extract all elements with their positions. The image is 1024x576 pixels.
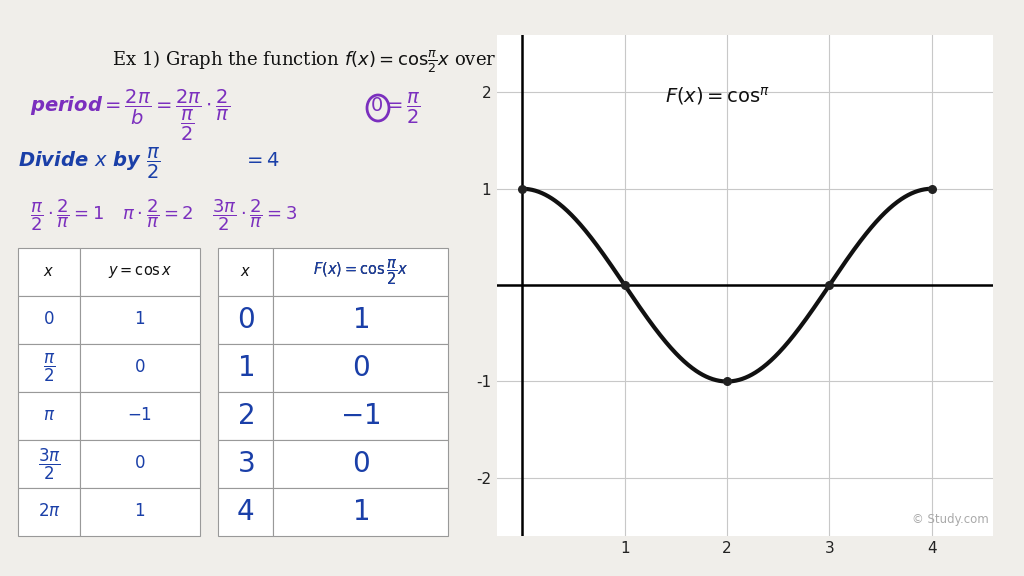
Text: $1$: $1$ — [352, 498, 369, 525]
Text: $0$: $0$ — [43, 312, 54, 328]
Text: $0$: $0$ — [134, 456, 145, 472]
FancyBboxPatch shape — [273, 296, 449, 344]
FancyBboxPatch shape — [80, 296, 200, 344]
Point — [719, 377, 735, 386]
Point — [924, 184, 940, 194]
Text: $2$: $2$ — [238, 403, 254, 430]
Text: $F(x) = \cos^\pi$: $F(x) = \cos^\pi$ — [666, 85, 771, 107]
Text: $3$: $3$ — [237, 450, 254, 478]
FancyBboxPatch shape — [273, 248, 449, 296]
FancyBboxPatch shape — [273, 344, 449, 392]
FancyBboxPatch shape — [218, 344, 273, 392]
Text: $F(x) = \cos\dfrac{\pi}{2}x$: $F(x) = \cos\dfrac{\pi}{2}x$ — [313, 257, 409, 287]
FancyBboxPatch shape — [218, 296, 273, 344]
Text: period$=\dfrac{2\pi}{b}=\dfrac{2\pi}{\dfrac{\pi}{2}}\cdot\dfrac{2}{\pi}$: period$=\dfrac{2\pi}{b}=\dfrac{2\pi}{\df… — [30, 88, 230, 143]
FancyBboxPatch shape — [273, 488, 449, 536]
Text: © Study.com: © Study.com — [911, 513, 988, 526]
Text: $0$: $0$ — [134, 359, 145, 377]
FancyBboxPatch shape — [18, 296, 80, 344]
FancyBboxPatch shape — [18, 440, 80, 488]
Text: $\pi$: $\pi$ — [43, 407, 55, 425]
FancyBboxPatch shape — [80, 248, 200, 296]
Text: $0$: $0$ — [237, 306, 254, 334]
Text: $2\pi$: $2\pi$ — [38, 503, 60, 521]
Text: Divide $x$ by $\dfrac{\pi}{2}$            $= 4$: Divide $x$ by $\dfrac{\pi}{2}$ $= 4$ — [18, 146, 280, 180]
Text: $0{=}\dfrac{\pi}{2}$: $0{=}\dfrac{\pi}{2}$ — [370, 90, 421, 126]
Text: $4$: $4$ — [237, 498, 255, 525]
FancyBboxPatch shape — [218, 488, 273, 536]
Text: $\dfrac{\pi}{2}\cdot\dfrac{2}{\pi}=1$   $\pi\cdot\dfrac{2}{\pi}=2$   $\dfrac{3\p: $\dfrac{\pi}{2}\cdot\dfrac{2}{\pi}=1$ $\… — [30, 197, 297, 233]
Text: $-1$: $-1$ — [127, 407, 153, 425]
Text: $1$: $1$ — [134, 503, 145, 521]
FancyBboxPatch shape — [18, 392, 80, 440]
FancyBboxPatch shape — [218, 440, 273, 488]
FancyBboxPatch shape — [273, 440, 449, 488]
FancyBboxPatch shape — [218, 392, 273, 440]
Text: $1$: $1$ — [237, 354, 254, 381]
Point — [514, 184, 530, 194]
FancyBboxPatch shape — [18, 248, 80, 296]
Text: $x$: $x$ — [43, 265, 54, 279]
Text: $\dfrac{\pi}{2}$: $\dfrac{\pi}{2}$ — [43, 352, 55, 384]
FancyBboxPatch shape — [80, 392, 200, 440]
Text: $\dfrac{3\pi}{2}$: $\dfrac{3\pi}{2}$ — [38, 446, 60, 482]
Text: $0$: $0$ — [351, 354, 370, 381]
Text: $-1$: $-1$ — [340, 403, 381, 430]
Point — [821, 281, 838, 290]
FancyBboxPatch shape — [18, 344, 80, 392]
Text: $F(x) = \cos\dfrac{\pi}{2}x$: $F(x) = \cos\dfrac{\pi}{2}x$ — [313, 257, 409, 287]
Text: $x$: $x$ — [240, 265, 251, 279]
Point — [616, 281, 633, 290]
Text: Ex 1) Graph the function $f(x) = \cos\!\frac{\pi}{2}x$ over the interval $0 \leq: Ex 1) Graph the function $f(x) = \cos\!\… — [112, 49, 690, 75]
FancyBboxPatch shape — [273, 392, 449, 440]
FancyBboxPatch shape — [80, 488, 200, 536]
Text: $1$: $1$ — [134, 312, 145, 328]
Text: $0$: $0$ — [351, 450, 370, 478]
Text: $1$: $1$ — [352, 306, 369, 334]
FancyBboxPatch shape — [80, 440, 200, 488]
FancyBboxPatch shape — [218, 248, 273, 296]
FancyBboxPatch shape — [18, 488, 80, 536]
FancyBboxPatch shape — [80, 344, 200, 392]
Text: $y = \cos x$: $y = \cos x$ — [108, 264, 172, 280]
